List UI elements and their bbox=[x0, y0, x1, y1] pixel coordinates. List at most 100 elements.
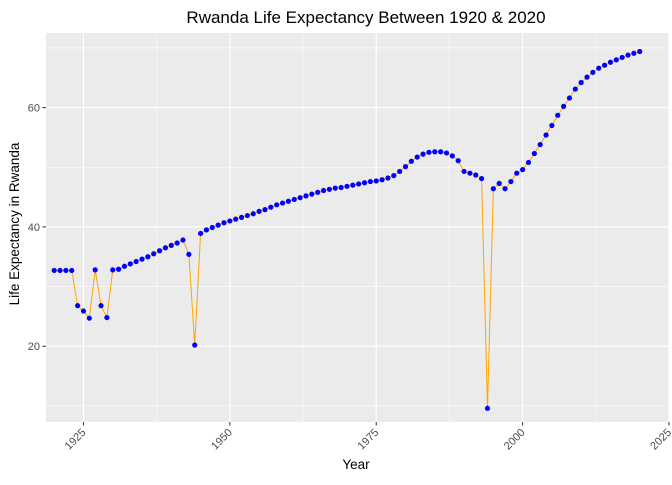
y-tick-label: 20 bbox=[28, 341, 40, 353]
data-point bbox=[279, 200, 286, 206]
data-point bbox=[449, 153, 455, 159]
data-point bbox=[461, 168, 467, 175]
data-point bbox=[601, 62, 608, 68]
y-tick-label: 60 bbox=[28, 103, 40, 115]
x-tick-label: 1950 bbox=[209, 427, 235, 453]
data-point bbox=[98, 303, 104, 309]
data-point bbox=[502, 186, 508, 192]
data-point bbox=[51, 267, 57, 274]
data-point bbox=[133, 258, 139, 265]
data-point bbox=[625, 52, 631, 58]
data-point bbox=[637, 48, 643, 55]
data-point bbox=[455, 158, 461, 164]
data-point bbox=[391, 172, 397, 179]
data-point bbox=[379, 177, 385, 183]
data-point bbox=[315, 189, 321, 195]
data-point bbox=[291, 196, 297, 203]
data-point bbox=[496, 180, 502, 186]
data-point bbox=[361, 180, 368, 186]
data-point bbox=[297, 195, 303, 201]
data-point bbox=[326, 186, 332, 192]
data-point bbox=[619, 54, 625, 61]
data-point bbox=[549, 122, 555, 129]
data-point bbox=[233, 216, 239, 222]
data-point bbox=[508, 178, 514, 185]
data-point bbox=[268, 204, 274, 210]
data-point bbox=[543, 132, 549, 138]
data-point bbox=[192, 342, 198, 348]
data-point bbox=[303, 193, 309, 199]
data-point bbox=[168, 242, 174, 248]
data-point bbox=[86, 315, 92, 321]
data-point bbox=[438, 149, 444, 155]
data-point bbox=[145, 254, 151, 260]
data-point bbox=[514, 170, 520, 176]
data-point bbox=[209, 224, 215, 231]
data-point bbox=[578, 79, 584, 86]
data-point bbox=[613, 57, 619, 63]
data-point bbox=[561, 103, 567, 109]
data-point bbox=[92, 267, 98, 273]
data-point bbox=[256, 208, 262, 214]
data-point bbox=[555, 112, 561, 118]
data-point bbox=[414, 154, 420, 160]
data-point bbox=[631, 50, 637, 56]
x-tick-label: 2000 bbox=[502, 427, 528, 453]
data-point bbox=[607, 59, 614, 65]
data-point bbox=[479, 175, 485, 182]
data-point bbox=[373, 178, 379, 184]
data-point bbox=[584, 74, 590, 80]
data-point bbox=[385, 175, 391, 181]
data-point bbox=[174, 240, 180, 246]
data-point bbox=[566, 95, 573, 101]
data-point bbox=[197, 230, 204, 237]
data-point bbox=[215, 222, 221, 228]
data-point bbox=[221, 220, 227, 226]
data-point bbox=[127, 261, 133, 267]
data-point bbox=[350, 182, 356, 188]
data-point bbox=[537, 141, 543, 148]
data-point bbox=[274, 202, 280, 208]
data-point bbox=[104, 314, 110, 321]
data-point bbox=[262, 207, 268, 213]
data-point bbox=[490, 186, 496, 192]
data-point bbox=[285, 198, 292, 204]
data-point bbox=[596, 65, 602, 71]
data-point bbox=[80, 308, 87, 314]
data-point bbox=[309, 191, 315, 197]
data-point bbox=[238, 214, 245, 220]
data-point bbox=[180, 237, 186, 243]
data-point bbox=[250, 211, 256, 217]
y-tick-label: 40 bbox=[28, 222, 40, 234]
data-point bbox=[572, 86, 578, 92]
x-tick-label: 2025 bbox=[648, 427, 672, 453]
data-point bbox=[402, 164, 409, 170]
data-point bbox=[156, 248, 163, 254]
data-point bbox=[151, 251, 157, 257]
data-point bbox=[525, 159, 532, 166]
data-point bbox=[227, 218, 233, 224]
data-point bbox=[426, 149, 432, 155]
data-point bbox=[432, 149, 438, 155]
data-point bbox=[443, 150, 450, 156]
data-point bbox=[520, 167, 526, 173]
data-point bbox=[162, 245, 169, 251]
data-point bbox=[484, 405, 491, 411]
y-axis-label: Life Expectancy in Rwanda bbox=[7, 142, 22, 305]
data-point bbox=[590, 69, 596, 75]
x-tick-label: 1925 bbox=[63, 427, 89, 453]
data-point bbox=[320, 187, 327, 194]
data-point bbox=[63, 267, 69, 274]
data-point bbox=[356, 181, 362, 187]
data-point bbox=[110, 267, 116, 273]
data-point bbox=[332, 185, 338, 191]
data-point bbox=[408, 158, 414, 164]
data-point bbox=[531, 150, 537, 157]
data-point bbox=[186, 251, 192, 257]
data-point bbox=[397, 168, 403, 175]
data-point bbox=[121, 263, 128, 269]
data-point bbox=[338, 184, 344, 191]
data-point bbox=[57, 267, 63, 274]
plot-panel bbox=[46, 33, 669, 422]
